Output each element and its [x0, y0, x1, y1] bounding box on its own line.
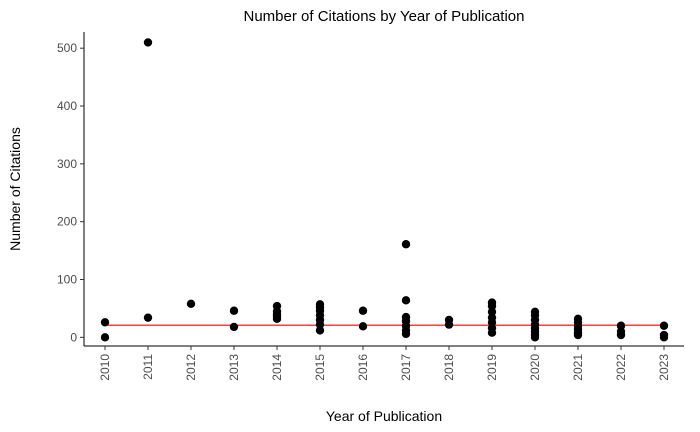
y-axis-ticks: 0 100 200 300 400 500: [57, 41, 84, 344]
data-point: [272, 314, 282, 324]
data-point: [401, 240, 411, 249]
x-tick-label: 2015: [313, 354, 327, 381]
x-tick-label: 2021: [571, 354, 585, 381]
x-tick-label: 2018: [442, 354, 456, 381]
x-axis-label: Year of Publication: [326, 408, 442, 424]
x-tick-label: 2012: [184, 354, 198, 381]
data-point: [530, 333, 540, 342]
y-tick-label: 500: [57, 41, 77, 55]
x-tick-label: 2011: [141, 354, 155, 380]
chart-title: Number of Citations by Year of Publicati…: [244, 8, 525, 25]
y-tick-label: 200: [57, 215, 77, 229]
data-point: [487, 307, 497, 317]
data-point: [100, 333, 110, 342]
data-point: [616, 330, 626, 340]
data-point: [315, 320, 325, 329]
data-point: [487, 301, 497, 311]
x-tick-label: 2022: [614, 354, 628, 381]
data-point: [659, 321, 669, 330]
data-point: [487, 328, 497, 337]
data-point: [358, 306, 368, 315]
data-point: [315, 326, 325, 335]
y-axis-label: Number of Citations: [7, 127, 23, 251]
y-tick-label: 300: [57, 157, 77, 171]
x-tick-label: 2014: [270, 354, 284, 381]
y-tick-label: 100: [57, 272, 77, 286]
data-point: [616, 321, 626, 330]
data-point: [229, 306, 239, 315]
data-point: [573, 330, 583, 340]
x-tick-label: 2013: [227, 354, 241, 381]
data-point: [229, 322, 239, 332]
x-tick-label: 2019: [485, 354, 499, 381]
data-point: [358, 322, 368, 331]
data-point: [401, 329, 411, 339]
data-point: [444, 320, 454, 329]
x-tick-label: 2017: [399, 354, 413, 381]
x-tick-label: 2020: [528, 354, 542, 381]
data-point: [143, 313, 153, 322]
y-tick-label: 400: [57, 99, 77, 113]
data-point: [100, 318, 110, 327]
x-tick-label: 2016: [356, 354, 370, 381]
y-tick-label: 0: [70, 330, 77, 344]
data-point: [143, 38, 153, 47]
x-tick-label: 2023: [657, 354, 671, 381]
data-point: [487, 318, 497, 327]
x-axis-ticks: 2010 2011 2012 2013 2014 2015 2016 2017 2018 2019…: [98, 346, 671, 381]
x-tick-label: 2010: [98, 354, 112, 381]
data-point: [401, 296, 411, 305]
data-points: [100, 38, 669, 342]
data-point: [186, 299, 196, 308]
data-point: [659, 333, 669, 342]
